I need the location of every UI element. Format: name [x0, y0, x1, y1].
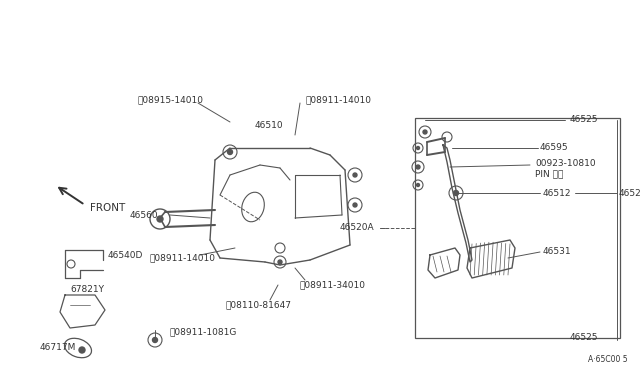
Circle shape	[423, 130, 427, 134]
Text: 46512: 46512	[543, 189, 572, 198]
Text: Ⓠ08915-14010: Ⓠ08915-14010	[138, 96, 204, 105]
Circle shape	[353, 173, 357, 177]
Circle shape	[454, 190, 458, 196]
Text: Ⓠ08911-1081G: Ⓠ08911-1081G	[170, 327, 237, 337]
Text: ⒲08110-81647: ⒲08110-81647	[225, 301, 291, 310]
Text: 46560: 46560	[130, 211, 159, 219]
Text: Ⓠ08911-14010: Ⓠ08911-14010	[150, 253, 216, 263]
Text: 67821Y: 67821Y	[70, 285, 104, 295]
Text: 46717M: 46717M	[40, 343, 76, 353]
Text: 46510: 46510	[255, 121, 284, 129]
Text: Ⓠ08911-14010: Ⓠ08911-14010	[305, 96, 371, 105]
Circle shape	[278, 260, 282, 264]
Circle shape	[152, 337, 157, 343]
Circle shape	[227, 150, 232, 154]
Text: A·65C00 5: A·65C00 5	[588, 355, 628, 364]
Circle shape	[417, 147, 419, 150]
Text: FRONT: FRONT	[90, 203, 125, 213]
Text: 46525: 46525	[570, 334, 598, 343]
Text: 46540D: 46540D	[108, 250, 143, 260]
Text: 46520A: 46520A	[340, 224, 374, 232]
Circle shape	[416, 165, 420, 169]
Circle shape	[157, 216, 163, 222]
Text: 46520: 46520	[619, 189, 640, 198]
Text: PIN ピン: PIN ピン	[535, 170, 563, 179]
Text: 46595: 46595	[540, 144, 568, 153]
Circle shape	[79, 347, 85, 353]
Text: 00923-10810: 00923-10810	[535, 158, 596, 167]
Circle shape	[417, 183, 419, 186]
Text: Ⓠ08911-34010: Ⓠ08911-34010	[300, 280, 366, 289]
Text: 46525: 46525	[570, 115, 598, 125]
Text: 46531: 46531	[543, 247, 572, 257]
Bar	[415, 118, 620, 338]
Circle shape	[353, 203, 357, 207]
